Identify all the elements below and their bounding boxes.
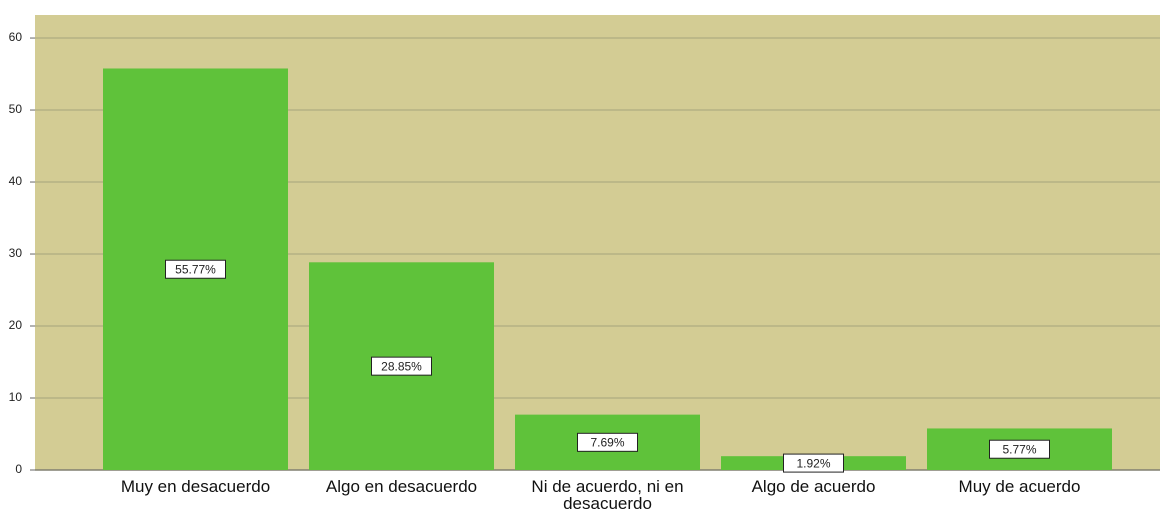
x-tick-label: Muy de acuerdo — [958, 477, 1081, 496]
value-label: 1.92% — [796, 456, 830, 470]
x-tick-label: Muy en desacuerdo — [120, 477, 271, 496]
value-label-box — [989, 439, 1050, 459]
value-label-box — [783, 453, 844, 473]
value-label: 7.69% — [590, 435, 624, 449]
value-label: 55.77% — [175, 262, 216, 276]
y-tick-label: 20 — [9, 318, 23, 332]
x-tick-label: Ni de acuerdo, ni en desacuerdo — [531, 477, 684, 513]
x-tick-label: Algo de acuerdo — [751, 477, 876, 496]
y-tick-label: 60 — [9, 30, 23, 44]
value-label-box — [371, 356, 432, 376]
y-tick-label: 10 — [9, 390, 23, 404]
x-tick-label: Algo en desacuerdo — [325, 477, 478, 496]
value-label-box — [165, 259, 226, 279]
y-tick-label: 40 — [9, 174, 23, 188]
chart: 0 10 20 30 40 50 60 55.77% 28.85% 7.69% 1.92% 5.77% — [9, 15, 1160, 476]
y-tick-label: 0 — [15, 462, 22, 476]
value-label-box — [577, 432, 638, 452]
y-tick-label: 30 — [9, 246, 23, 260]
y-tick-label: 50 — [9, 102, 23, 116]
value-label: 5.77% — [1002, 442, 1036, 456]
value-label: 28.85% — [381, 359, 422, 373]
